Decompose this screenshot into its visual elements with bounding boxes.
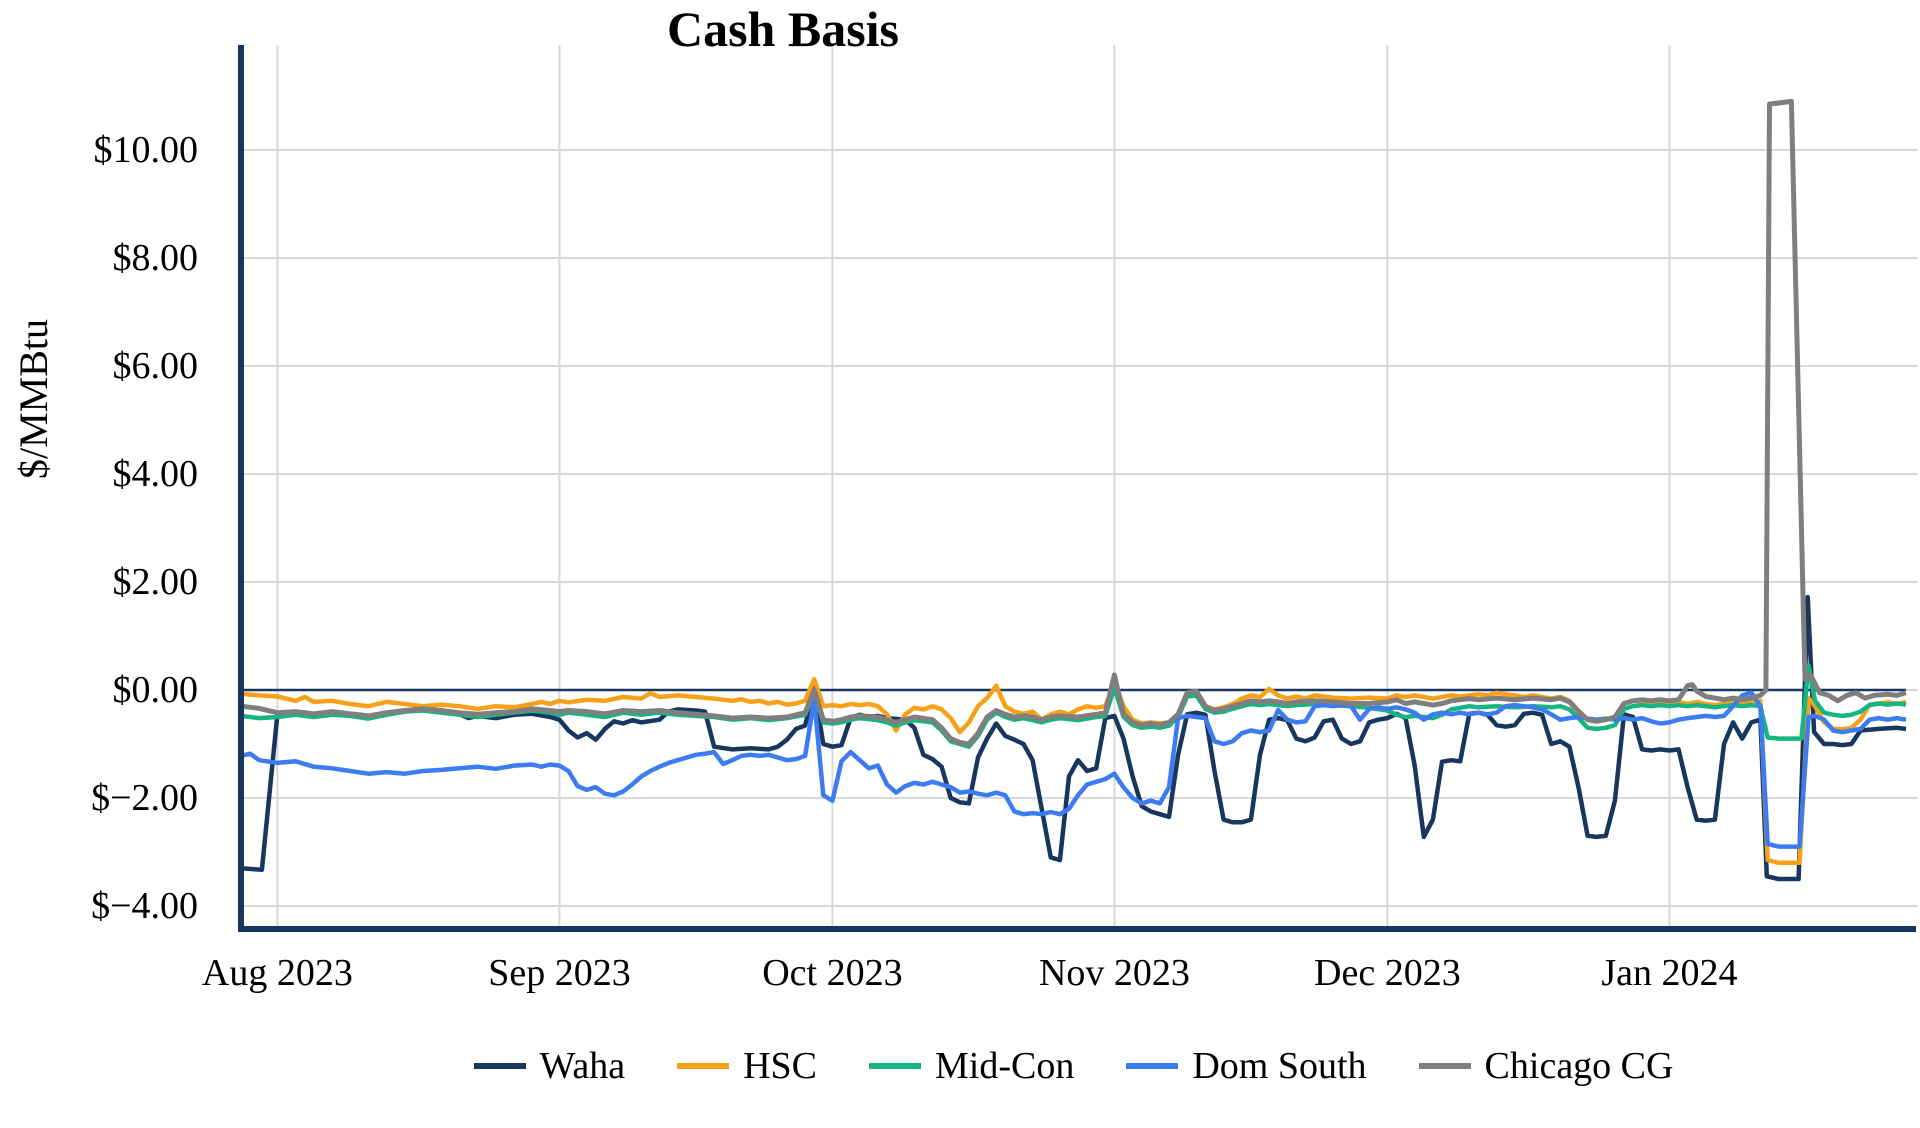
y-axis-title: $/MMBtu [11,318,56,480]
legend-item-dom-south: Dom South [1126,1044,1367,1088]
x-tick-label: Jan 2024 [1601,952,1738,994]
series-line-dom-south [240,690,1907,849]
legend-label: Dom South [1192,1045,1367,1087]
chart-title: Cash Basis [666,1,900,57]
axes [238,45,1916,932]
legend-item-waha: Waha [473,1044,626,1088]
x-tick-label: Oct 2023 [762,952,903,994]
x-tick-label: Nov 2023 [1038,952,1190,994]
legend-swatch-icon [1126,1063,1179,1069]
series-line-waha [240,594,1907,882]
x-tick-label: Aug 2023 [201,952,353,994]
legend-swatch-icon [1418,1063,1471,1069]
y-tick-label: $−4.00 [91,885,198,927]
series-line-chicago-cg [240,98,1907,747]
y-tick-label: $0.00 [112,669,199,711]
y-tick-label: $−2.00 [91,777,198,819]
legend-item-mid-con: Mid-Con [868,1044,1075,1088]
legend-label: Mid-Con [934,1045,1075,1087]
legend: Waha HSC Mid-Con Dom South Chicago CG [241,1044,1906,1088]
legend-swatch-icon [473,1063,526,1069]
legend-item-chicago-cg: Chicago CG [1418,1044,1674,1088]
legend-label: HSC [743,1045,817,1087]
x-tick-label: Sep 2023 [488,952,631,994]
y-tick-label: $2.00 [112,561,199,603]
y-tick-label: $4.00 [112,453,199,495]
y-tick-label: $6.00 [112,345,199,387]
legend-label: Waha [539,1045,626,1087]
y-tick-label: $8.00 [112,237,199,279]
legend-label: Chicago CG [1484,1045,1674,1087]
legend-swatch-icon [868,1063,921,1069]
x-tick-label: Dec 2023 [1314,952,1461,994]
y-tick-label: $10.00 [93,129,199,171]
legend-item-hsc: HSC [677,1044,817,1088]
legend-swatch-icon [677,1063,730,1069]
